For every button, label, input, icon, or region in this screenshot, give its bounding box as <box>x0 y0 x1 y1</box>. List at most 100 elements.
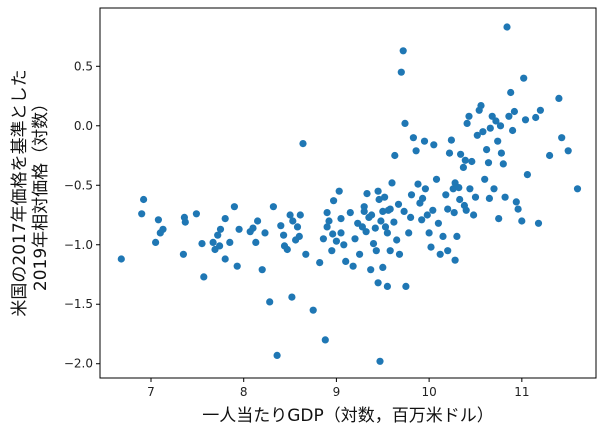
data-point <box>470 211 478 219</box>
y-tick-label: 0.5 <box>74 59 93 73</box>
x-tick-label: 8 <box>240 385 248 399</box>
plot-frame <box>99 7 597 379</box>
data-point <box>407 191 416 199</box>
data-point <box>377 217 385 225</box>
data-point <box>349 262 357 270</box>
data-point <box>233 262 241 270</box>
data-point <box>499 160 507 168</box>
y-tick-label: −1.0 <box>64 238 93 252</box>
data-point <box>564 147 572 155</box>
data-point <box>374 279 382 287</box>
data-point <box>400 207 408 215</box>
data-point <box>379 207 387 215</box>
data-point <box>323 209 331 217</box>
y-tick-label: −1.5 <box>64 297 93 311</box>
data-point <box>388 179 396 187</box>
data-point <box>337 229 345 237</box>
data-point <box>420 137 429 145</box>
data-point <box>351 235 359 243</box>
data-point <box>277 222 285 230</box>
data-point <box>266 298 274 306</box>
data-point <box>444 205 452 213</box>
data-point <box>383 282 391 290</box>
data-point <box>461 156 469 164</box>
data-point <box>140 195 148 204</box>
y-axis-label-line-2: 2019年相対価格（対数） <box>31 95 51 291</box>
data-point <box>418 216 426 224</box>
data-point <box>432 175 441 183</box>
x-tick-label: 10 <box>421 385 436 399</box>
data-point <box>235 225 243 233</box>
data-point <box>434 219 442 227</box>
data-point <box>154 216 162 224</box>
data-point <box>451 256 459 264</box>
data-point <box>394 200 403 208</box>
data-point <box>455 184 463 192</box>
data-point <box>402 282 410 290</box>
data-point <box>214 231 222 239</box>
data-point <box>254 217 262 225</box>
data-point <box>483 146 491 154</box>
data-point <box>555 94 563 102</box>
data-point <box>445 149 454 157</box>
data-point <box>283 245 291 254</box>
data-point <box>507 88 515 97</box>
data-point <box>444 247 452 255</box>
data-point <box>447 136 455 144</box>
data-point <box>209 238 217 246</box>
data-point <box>484 159 493 167</box>
data-point <box>492 117 500 125</box>
data-point <box>520 74 528 82</box>
data-point <box>439 232 447 240</box>
data-point <box>512 198 520 206</box>
data-point <box>252 238 260 246</box>
data-point <box>573 185 582 193</box>
y-tick-label: −0.5 <box>64 178 93 192</box>
data-point <box>325 217 333 225</box>
data-point <box>192 210 200 218</box>
data-point <box>381 223 390 231</box>
data-point <box>159 225 167 233</box>
data-point <box>481 175 489 183</box>
data-point <box>386 205 394 213</box>
data-point <box>423 211 431 219</box>
data-point <box>534 219 543 227</box>
data-point <box>405 229 413 237</box>
data-point <box>356 250 364 258</box>
data-point <box>536 106 545 114</box>
data-point <box>328 247 336 255</box>
x-tick-label: 11 <box>514 385 529 399</box>
data-point <box>430 141 438 149</box>
data-point <box>379 263 387 271</box>
data-point <box>497 149 505 157</box>
data-point <box>321 336 329 344</box>
data-point <box>436 250 444 258</box>
data-point <box>362 228 370 236</box>
data-point <box>523 171 532 179</box>
data-point <box>465 112 473 120</box>
data-point <box>381 193 389 201</box>
data-point <box>221 255 229 263</box>
data-point <box>198 240 206 248</box>
data-point <box>459 163 467 171</box>
data-point <box>371 224 379 232</box>
data-point <box>453 232 461 240</box>
data-point <box>486 124 494 132</box>
data-point <box>449 185 457 193</box>
data-point <box>429 206 437 214</box>
data-point <box>299 140 307 148</box>
data-point <box>152 238 160 246</box>
data-point <box>495 215 503 223</box>
data-point <box>510 107 518 116</box>
x-axis-label: 一人当たりGDP（対数，百万米ドル） <box>202 406 494 426</box>
data-point <box>503 23 511 31</box>
data-point <box>397 68 405 76</box>
data-point <box>479 128 487 136</box>
data-point <box>261 229 269 237</box>
data-point <box>473 131 481 139</box>
data-point <box>450 209 458 217</box>
data-point <box>286 211 294 219</box>
data-point <box>293 223 302 231</box>
data-point <box>340 241 348 249</box>
